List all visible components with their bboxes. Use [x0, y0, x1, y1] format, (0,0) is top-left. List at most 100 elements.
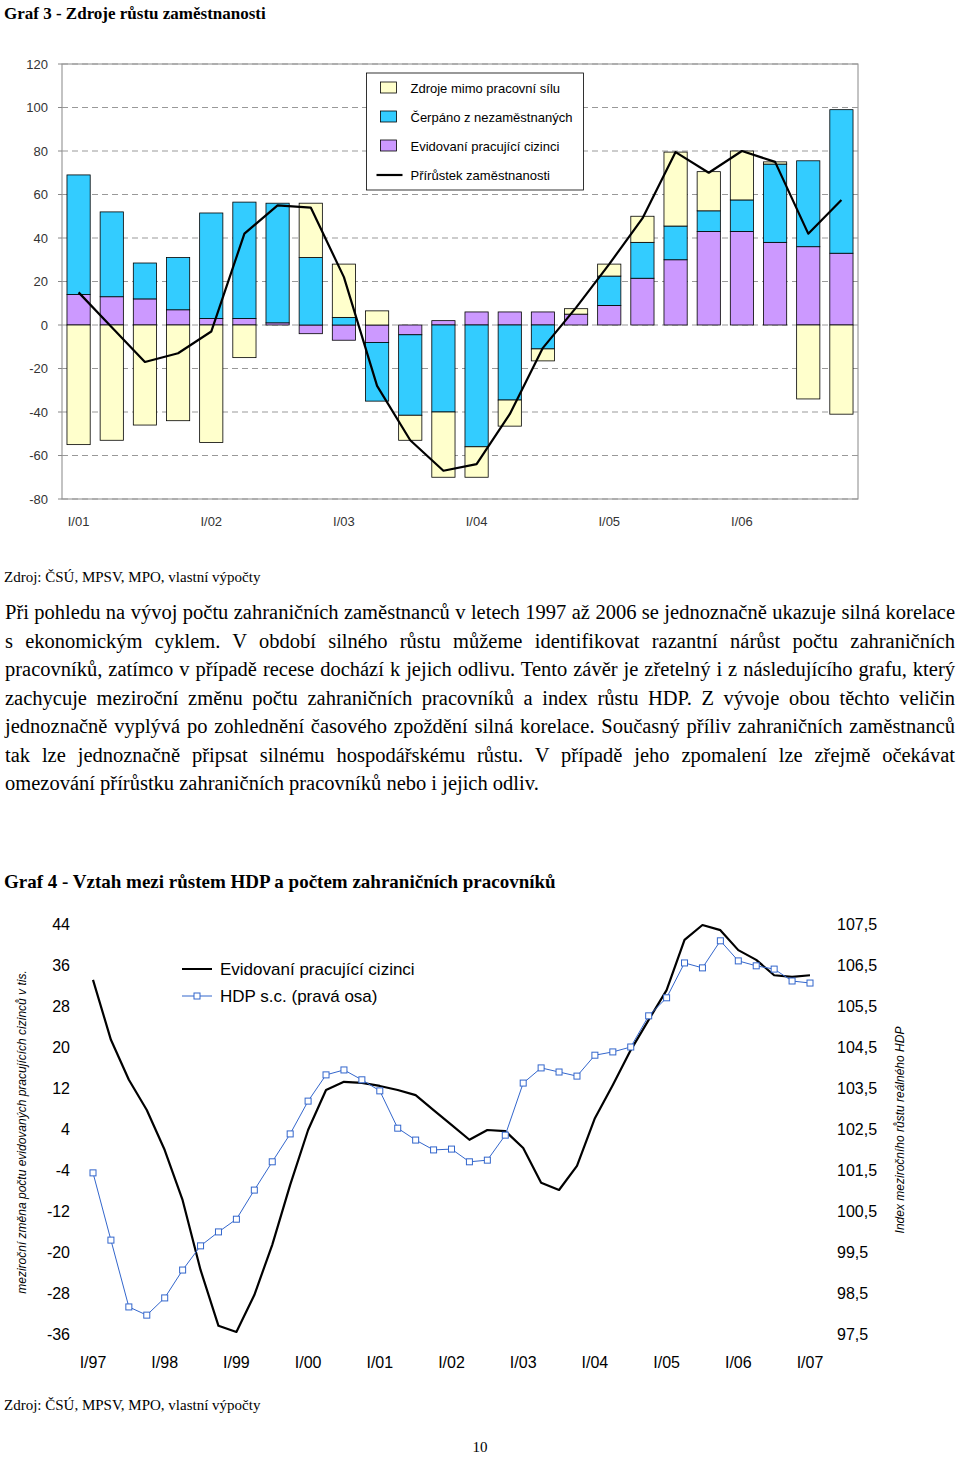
tick	[58, 194, 62, 195]
tick-label: I/03	[510, 1354, 537, 1371]
bar	[365, 325, 388, 342]
tick-label: I/06	[725, 1354, 752, 1371]
tick	[58, 325, 62, 326]
bar	[166, 325, 189, 421]
tick-label: 40	[34, 231, 48, 246]
bar	[200, 213, 223, 318]
bar	[399, 335, 422, 415]
chart-title: Graf 4 - Vztah mezi růstem HDP a počtem …	[4, 871, 556, 892]
paragraph: Při pohledu na vývoj počtu zahraničních …	[5, 598, 955, 798]
bar	[266, 203, 289, 204]
marker	[108, 1237, 114, 1243]
marker	[466, 1159, 472, 1165]
marker	[413, 1137, 419, 1143]
tick-label: 28	[52, 998, 70, 1015]
tick-label: 105,5	[837, 998, 877, 1015]
tick-label: 101,5	[837, 1162, 877, 1179]
tick-label: 98,5	[837, 1285, 868, 1302]
bar	[332, 317, 355, 325]
marker	[251, 1187, 257, 1193]
bar	[730, 200, 753, 232]
bar	[631, 278, 654, 325]
marker	[484, 1157, 490, 1163]
tick-label: 100	[26, 100, 48, 115]
bar	[67, 325, 90, 445]
grid-line	[62, 64, 858, 65]
bar	[830, 253, 853, 325]
tick-label: 0	[41, 318, 48, 333]
tick-label: I/04	[466, 514, 488, 529]
marker	[789, 978, 795, 984]
marker	[753, 963, 759, 969]
legend-swatch	[377, 174, 403, 176]
legend: Evidovaní pracující cizinciHDP s.c. (pra…	[182, 960, 415, 1006]
chart-2: Graf 4 - Vztah mezi růstem HDP a počtem …	[4, 871, 907, 1371]
bar	[133, 299, 156, 325]
bar	[266, 203, 289, 323]
marker	[323, 1072, 329, 1078]
legend-label: Čerpáno z nezaměstnaných	[411, 110, 573, 125]
tick	[58, 238, 62, 239]
marker	[90, 1170, 96, 1176]
source: Zdroj: ČSÚ, MPSV, MPO, vlastní výpočty	[4, 569, 261, 585]
tick-label: -28	[47, 1285, 70, 1302]
legend: Zdroje mimo pracovní síluČerpáno z nezam…	[367, 73, 584, 190]
marker	[198, 1243, 204, 1249]
bar	[465, 312, 488, 325]
bar	[664, 260, 687, 325]
tick-label: I/00	[295, 1354, 322, 1371]
bar	[564, 309, 587, 314]
bar	[465, 325, 488, 447]
tick-label: -40	[29, 405, 48, 420]
marker	[359, 1077, 365, 1083]
tick-label: -4	[56, 1162, 70, 1179]
marker	[574, 1073, 580, 1079]
bar	[697, 211, 720, 232]
bar	[100, 297, 123, 325]
marker	[699, 965, 705, 971]
tick	[58, 368, 62, 369]
tick	[58, 151, 62, 152]
marker	[735, 958, 741, 964]
marker	[646, 1013, 652, 1019]
bar	[399, 325, 422, 335]
tick-label: 104,5	[837, 1039, 877, 1056]
bar	[531, 349, 554, 361]
bar	[697, 172, 720, 211]
grid-line	[62, 499, 858, 500]
bar	[332, 325, 355, 340]
legend-swatch	[381, 140, 397, 151]
tick-label: 100,5	[837, 1203, 877, 1220]
bar	[133, 263, 156, 299]
bar	[133, 325, 156, 425]
bar	[67, 175, 90, 295]
tick-label: 36	[52, 957, 70, 974]
bar	[498, 325, 521, 400]
tick-label: 99,5	[837, 1244, 868, 1261]
line	[93, 941, 810, 1315]
bar	[299, 258, 322, 325]
bar	[730, 231, 753, 325]
bar	[664, 226, 687, 260]
page-number: 10	[473, 1439, 488, 1455]
marker	[377, 1088, 383, 1094]
tick-label: 120	[26, 57, 48, 72]
bar	[730, 151, 753, 200]
marker	[664, 995, 670, 1001]
bar	[100, 212, 123, 297]
legend-swatch	[194, 993, 200, 999]
bar	[365, 311, 388, 325]
tick-label: 103,5	[837, 1080, 877, 1097]
grid-line	[62, 455, 858, 456]
tick-label: I/06	[731, 514, 753, 529]
bar	[100, 325, 123, 440]
bar	[797, 247, 820, 325]
bar	[498, 312, 521, 325]
marker	[682, 960, 688, 966]
marker	[717, 938, 723, 944]
tick-label: I/07	[797, 1354, 824, 1371]
legend-swatch	[182, 968, 212, 970]
legend-box	[367, 73, 584, 190]
tick-label: I/01	[68, 514, 90, 529]
marker	[628, 1044, 634, 1050]
